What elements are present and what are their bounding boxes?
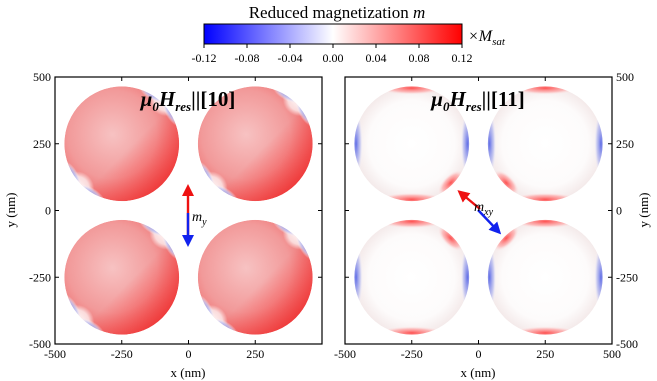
x-tick-label: -500 xyxy=(44,347,66,361)
y-axis-label-left: y (nm) xyxy=(3,192,18,227)
y-tick-label: -500 xyxy=(29,337,51,351)
y-tick-label: 250 xyxy=(33,137,51,151)
disk-edge-red xyxy=(509,326,581,335)
colorbar-unit: ×Msat xyxy=(468,28,506,48)
x-tick-label: 500 xyxy=(603,347,621,361)
disk-shade xyxy=(197,219,313,335)
panel-11-arrow-blue xyxy=(477,209,502,235)
disk-edge-blue xyxy=(487,241,497,313)
disk-corner-red xyxy=(437,169,465,197)
disk-base xyxy=(354,86,470,202)
disk-edge-red xyxy=(509,219,581,229)
disk-edge-red xyxy=(509,192,581,202)
panel-11-title: μ0Hres||[11] xyxy=(430,87,525,114)
y-tick-label: -500 xyxy=(616,337,638,351)
x-axis-label-left: x (nm) xyxy=(170,365,205,380)
y-axis-label-right: y (nm) xyxy=(636,192,651,227)
x-tick-label: -500 xyxy=(334,347,356,361)
panel-11-arrow-red xyxy=(457,190,481,210)
y-tick-label: 500 xyxy=(33,70,51,84)
disk-edge-blue xyxy=(354,108,363,180)
magnet-disk xyxy=(487,219,603,335)
y-tick-label: 500 xyxy=(616,70,634,84)
colorbar-tick-label: 0.12 xyxy=(452,51,473,65)
x-tick-label: -250 xyxy=(401,347,423,361)
disk-edge-blue xyxy=(460,241,470,313)
colorbar-tick-label: -0.04 xyxy=(278,51,303,65)
x-tick-label: -250 xyxy=(111,347,133,361)
disk-shade xyxy=(64,219,180,335)
colorbar-tick-label: 0.00 xyxy=(323,51,344,65)
disk-shade xyxy=(64,86,180,202)
y-tick-label: -250 xyxy=(616,270,638,284)
disk-base xyxy=(354,219,470,335)
colorbar-ticks: -0.12 -0.08 -0.04 0.00 0.04 0.08 0.12 xyxy=(192,44,473,65)
disk-base xyxy=(487,219,603,335)
x-tick-label: 0 xyxy=(476,347,482,361)
disk-base xyxy=(487,86,603,202)
panel-11: -500 -250 0 250 500 500 250 0 -250 -500 μ0Hres||[… xyxy=(334,70,638,361)
x-axis-label-right: x (nm) xyxy=(460,365,495,380)
colorbar-tick-label: 0.08 xyxy=(409,51,430,65)
panel-10-arrow-label: my xyxy=(192,210,207,228)
panel-11-arrow-label: mxy xyxy=(474,200,494,218)
colorbar-gradient xyxy=(203,23,463,45)
panel-11-ticks: -500 -250 0 250 500 500 250 0 -250 -500 xyxy=(334,70,638,361)
disk-edge-red xyxy=(509,86,581,95)
magnet-disk xyxy=(354,86,470,202)
x-tick-label: 250 xyxy=(536,347,554,361)
panel-11-map xyxy=(354,86,603,335)
disk-edge-blue xyxy=(594,108,603,180)
y-tick-label: 0 xyxy=(45,204,51,218)
colorbar-title: Reduced magnetization m xyxy=(249,3,426,22)
colorbar-tick-label: -0.08 xyxy=(235,51,260,65)
x-tick-label: 250 xyxy=(246,347,264,361)
disk-edge-blue xyxy=(460,108,470,180)
magnet-disk xyxy=(354,219,470,335)
disk-edge-blue xyxy=(487,108,497,180)
panel-10: -500 -250 0 250 500 250 0 -250 -500 μ0Hres||[10]… xyxy=(29,70,323,361)
y-tick-label: 0 xyxy=(616,204,622,218)
disk-edge-red xyxy=(376,192,448,202)
disk-edge-red xyxy=(376,326,448,335)
disk-shade xyxy=(197,86,313,202)
disk-corner-red xyxy=(492,224,520,252)
disk-edge-blue xyxy=(354,241,363,313)
colorbar-tick-label: 0.04 xyxy=(366,51,387,65)
disk-corner-red xyxy=(437,224,465,252)
disk-edge-blue xyxy=(594,241,603,313)
magnet-disk xyxy=(487,86,603,202)
y-tick-label: 250 xyxy=(616,137,634,151)
colorbar: Reduced magnetization m -0.12 -0.08 -0.04 0… xyxy=(192,3,506,65)
y-tick-label: -250 xyxy=(29,270,51,284)
colorbar-tick-label: -0.12 xyxy=(192,51,217,65)
panel-10-title: μ0Hres||[10] xyxy=(140,87,236,114)
panel-10-ticks: -500 -250 0 250 500 250 0 -250 -500 xyxy=(29,70,323,361)
disk-corner-red xyxy=(492,169,520,197)
disk-edge-red xyxy=(376,219,448,229)
disk-edge-red xyxy=(376,86,448,95)
x-tick-label: 0 xyxy=(186,347,192,361)
